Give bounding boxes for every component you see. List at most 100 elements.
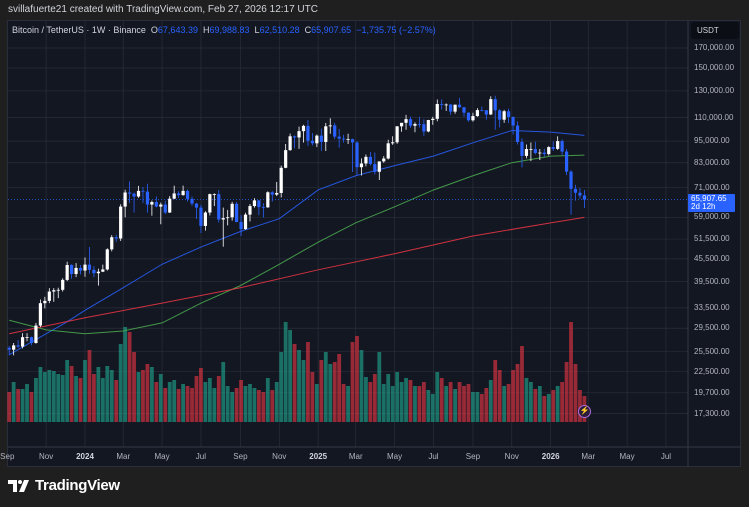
- candle-body: [47, 291, 51, 301]
- candle-body: [203, 212, 207, 226]
- candle-body: [533, 149, 537, 153]
- candle-body: [391, 142, 395, 144]
- candle-body: [78, 267, 83, 271]
- volume-bar: [270, 390, 275, 422]
- volume-bar: [524, 378, 529, 422]
- volume-bar: [194, 376, 199, 422]
- open-label: O: [150, 25, 158, 35]
- candle-body: [449, 104, 453, 112]
- volume-bar: [132, 352, 136, 422]
- symbol-legend: Bitcoin / TetherUS · 1W · Binance O67,64…: [12, 25, 436, 35]
- candle-body: [484, 110, 488, 115]
- volume-bar: [448, 382, 453, 422]
- time-tick-label: Sep: [465, 452, 481, 461]
- candle-body: [257, 200, 261, 208]
- volume-bar: [364, 377, 368, 422]
- volume-bar: [350, 342, 355, 422]
- candle-body: [333, 125, 337, 137]
- candle-body: [551, 147, 555, 149]
- candle-body: [319, 135, 323, 142]
- volume-bar: [430, 394, 435, 422]
- volume-bar: [163, 388, 168, 422]
- candle-body: [542, 152, 546, 155]
- volume-bar: [537, 386, 542, 422]
- candle-body: [65, 264, 69, 280]
- volume-bar: [20, 389, 25, 422]
- volume-bar: [29, 392, 34, 422]
- volume-bar: [185, 386, 190, 422]
- price-tick-label: 33,500.00: [694, 302, 730, 312]
- volume-bar: [314, 384, 319, 422]
- price-tick-label: 51,500.00: [694, 234, 730, 244]
- volume-bar: [377, 352, 382, 422]
- price-tick-label: 71,000.00: [694, 182, 730, 192]
- volume-bar: [176, 389, 181, 422]
- volume-bar: [11, 382, 16, 422]
- time-tick-label: Mar: [348, 452, 363, 461]
- currency-button[interactable]: USDT: [691, 22, 739, 39]
- candle-body: [422, 124, 426, 132]
- candle-body: [395, 126, 399, 143]
- lightning-icon[interactable]: ⚡: [578, 405, 591, 418]
- candle-body: [230, 203, 234, 218]
- volume-bar: [551, 390, 556, 422]
- volume-bar: [51, 371, 56, 422]
- time-tick-label: Nov: [272, 452, 287, 461]
- low-label: L: [254, 25, 260, 35]
- price-tick-label: 29,500.00: [694, 323, 730, 333]
- time-tick-label: Nov: [504, 452, 519, 461]
- volume-bar: [555, 386, 560, 422]
- candle-body: [404, 119, 408, 123]
- volume-bar: [34, 378, 38, 422]
- candle-body: [136, 190, 141, 197]
- candle-body: [172, 193, 176, 199]
- volume-bar: [69, 366, 74, 422]
- price-tick-label: 45,500.00: [694, 253, 730, 263]
- volume-bar: [145, 364, 150, 422]
- symbol-title: Bitcoin / TetherUS · 1W · Binance: [12, 25, 146, 35]
- candle-body: [480, 110, 484, 111]
- time-tick-label: Jul: [428, 452, 439, 461]
- volume-bar: [310, 372, 315, 422]
- volume-bar: [399, 382, 404, 422]
- volume-bar: [337, 354, 342, 422]
- candle-body: [457, 104, 462, 108]
- volume-bar: [573, 364, 578, 422]
- tradingview-logo: TradingView: [8, 477, 120, 494]
- candle-body: [101, 269, 105, 272]
- candle-body: [520, 141, 524, 156]
- volume-bar: [444, 386, 449, 422]
- close-value: 65,907.65: [311, 25, 352, 35]
- volume-bar: [190, 388, 194, 422]
- candle-body: [350, 139, 355, 143]
- candle-body: [163, 204, 167, 213]
- volume-bar: [306, 342, 310, 422]
- candle-body: [177, 193, 181, 196]
- volume-bar: [123, 327, 128, 422]
- candle-body: [431, 118, 435, 120]
- candle-body: [132, 193, 136, 197]
- open-value: 67,643.39: [157, 25, 198, 35]
- volume-bar: [328, 364, 333, 422]
- volume-bar: [274, 382, 279, 422]
- volume-bar: [257, 390, 261, 422]
- candle-body: [87, 264, 92, 270]
- price-tick-label: 110,000.00: [694, 112, 734, 122]
- candle-body: [515, 125, 520, 142]
- candle-body: [226, 217, 230, 219]
- high-label: H: [202, 25, 210, 35]
- price-tick-label: 95,000.00: [694, 136, 730, 146]
- volume-bar: [560, 382, 565, 422]
- candle-body: [582, 195, 587, 200]
- volume-bar: [319, 360, 324, 422]
- candle-body: [70, 264, 74, 275]
- candle-body: [444, 104, 448, 106]
- volume-bar: [199, 368, 203, 422]
- volume-bar: [203, 382, 208, 422]
- candle-body: [194, 203, 199, 208]
- candle-body: [453, 104, 457, 112]
- volume-bar: [493, 360, 498, 422]
- volume-bar: [323, 352, 328, 422]
- time-tick-label: Jul: [660, 452, 672, 461]
